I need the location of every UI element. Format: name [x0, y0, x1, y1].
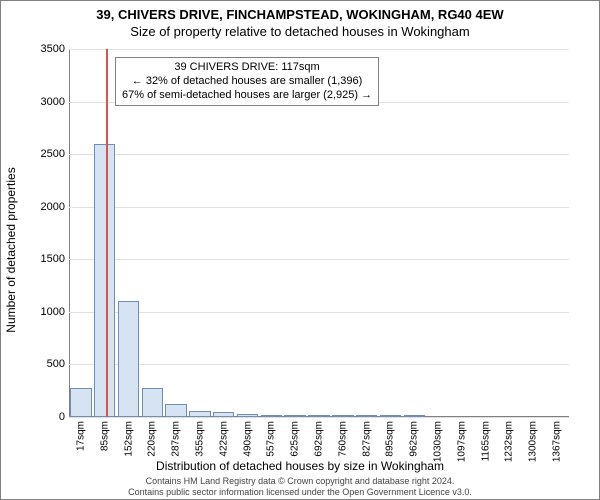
- x-tick-label: 490sqm: [242, 421, 253, 457]
- histogram-bar: [213, 412, 234, 417]
- footer-line1: Contains HM Land Registry data © Crown c…: [1, 476, 599, 486]
- x-tick-label: 692sqm: [314, 421, 325, 457]
- x-tick-label: 355sqm: [194, 421, 205, 457]
- x-tick-label: 287sqm: [171, 421, 182, 457]
- x-tick-label: 85sqm: [99, 421, 110, 451]
- histogram-bar: [142, 388, 163, 417]
- annotation-line1: 39 CHIVERS DRIVE: 117sqm: [122, 61, 372, 75]
- x-tick-label: 962sqm: [409, 421, 420, 457]
- histogram-bar: [261, 415, 282, 417]
- gridline: [69, 312, 569, 313]
- y-axis-line: [69, 49, 70, 417]
- histogram-bar: [380, 415, 401, 417]
- y-tick-label: 1000: [25, 306, 65, 318]
- x-tick-label: 760sqm: [337, 421, 348, 457]
- histogram-bar: [332, 415, 353, 417]
- x-tick-label: 1165sqm: [480, 421, 491, 461]
- y-tick-label: 2500: [25, 148, 65, 160]
- histogram-bar: [70, 388, 91, 417]
- chart-container: 39, CHIVERS DRIVE, FINCHAMPSTEAD, WOKING…: [0, 0, 600, 500]
- x-tick-label: 152sqm: [123, 421, 134, 457]
- x-tick-label: 220sqm: [147, 421, 158, 457]
- x-tick-label: 1232sqm: [504, 421, 515, 462]
- gridline: [69, 364, 569, 365]
- y-axis-title: Number of detached properties: [4, 167, 18, 332]
- gridline: [69, 259, 569, 260]
- footer-line2: Contains public sector information licen…: [1, 487, 599, 497]
- histogram-bar: [284, 415, 305, 417]
- histogram-bar: [165, 404, 186, 417]
- x-tick-label: 557sqm: [266, 421, 277, 457]
- x-tick-label: 1300sqm: [528, 421, 539, 462]
- histogram-bar: [189, 411, 210, 417]
- gridline: [69, 154, 569, 155]
- x-tick-label: 827sqm: [361, 421, 372, 457]
- x-tick-label: 422sqm: [218, 421, 229, 457]
- gridline: [69, 49, 569, 50]
- histogram-bar: [356, 415, 377, 417]
- plot-area: 050010001500200025003000350017sqm85sqm15…: [69, 49, 569, 417]
- annotation-line2: ← 32% of detached houses are smaller (1,…: [122, 75, 372, 89]
- chart-title-line2: Size of property relative to detached ho…: [1, 24, 599, 39]
- y-tick-label: 3000: [25, 96, 65, 108]
- x-tick-label: 1030sqm: [433, 421, 444, 462]
- annotation-line3: 67% of semi-detached houses are larger (…: [122, 89, 372, 103]
- gridline: [69, 417, 569, 418]
- x-axis-title: Distribution of detached houses by size …: [1, 459, 599, 473]
- x-tick-label: 17sqm: [75, 421, 86, 451]
- x-tick-label: 625sqm: [290, 421, 301, 457]
- y-tick-label: 1500: [25, 253, 65, 265]
- y-tick-label: 2000: [25, 201, 65, 213]
- y-tick-label: 0: [25, 411, 65, 423]
- histogram-bar: [404, 415, 425, 417]
- gridline: [69, 207, 569, 208]
- histogram-bar: [308, 415, 329, 417]
- chart-footer: Contains HM Land Registry data © Crown c…: [1, 476, 599, 497]
- annotation-box: 39 CHIVERS DRIVE: 117sqm← 32% of detache…: [115, 57, 379, 106]
- histogram-bar: [118, 301, 139, 417]
- x-tick-label: 895sqm: [385, 421, 396, 457]
- chart-title-line1: 39, CHIVERS DRIVE, FINCHAMPSTEAD, WOKING…: [1, 7, 599, 22]
- y-tick-label: 3500: [25, 43, 65, 55]
- x-tick-label: 1367sqm: [552, 421, 563, 462]
- property-marker-line: [106, 49, 108, 417]
- y-tick-label: 500: [25, 358, 65, 370]
- histogram-bar: [237, 414, 258, 417]
- x-tick-label: 1097sqm: [456, 421, 467, 462]
